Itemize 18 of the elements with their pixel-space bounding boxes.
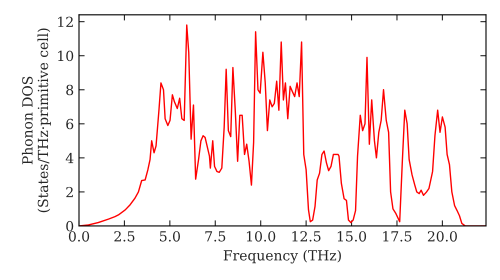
x-tick-label: 5.0	[160, 231, 180, 242]
x-tick-label: 10.0	[246, 231, 276, 242]
y-tick-label: 4	[66, 152, 74, 164]
x-tick-label: 12.5	[292, 231, 321, 242]
y-axis-title: Phonon DOS (States/THz·primitive cell)	[22, 28, 51, 212]
x-tick-label: 20.0	[428, 231, 457, 242]
x-tick-label: 15.0	[338, 231, 366, 242]
x-tick-label: 2.5	[114, 231, 134, 242]
y-tick-label: 2	[66, 186, 73, 198]
x-axis-title: Frequency (THz)	[224, 250, 341, 264]
y-tick-label: 10	[58, 50, 74, 62]
x-tick-label: 0.0	[68, 231, 90, 242]
y-tick-label: 8	[66, 84, 74, 96]
y-tick-label: 6	[66, 118, 74, 130]
y-tick-label: 12	[58, 16, 73, 27]
x-tick-label: 17.5	[383, 231, 412, 242]
y-tick-label: 0	[66, 220, 74, 232]
x-tick-label: 7.5	[205, 231, 226, 242]
